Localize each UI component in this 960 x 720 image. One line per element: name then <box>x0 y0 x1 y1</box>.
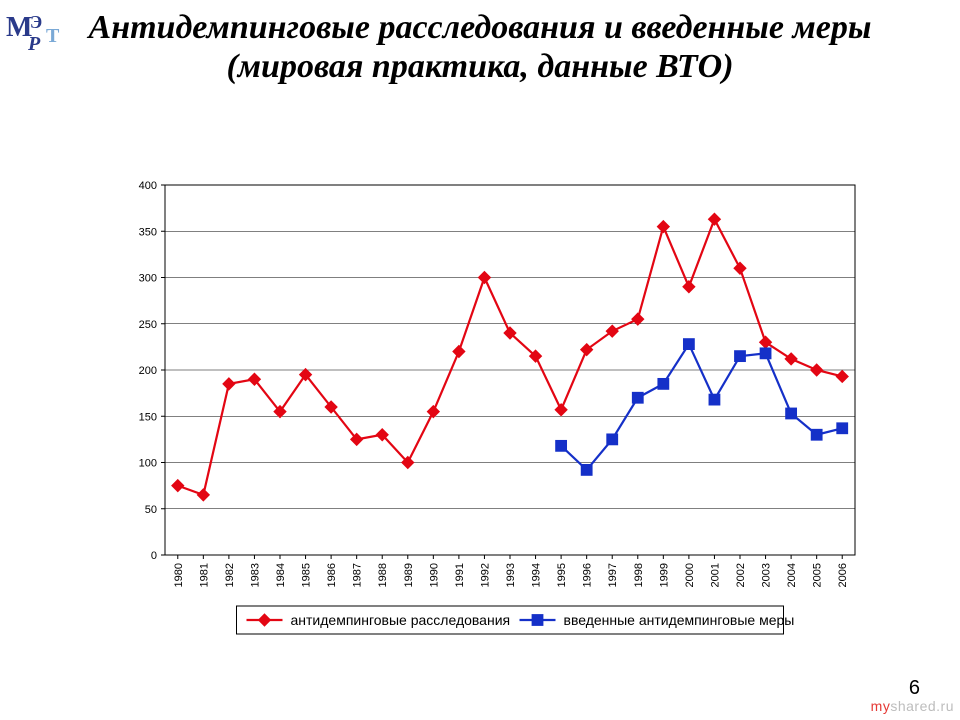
svg-text:2006: 2006 <box>837 563 849 587</box>
svg-text:1987: 1987 <box>352 563 364 587</box>
svg-text:100: 100 <box>139 458 157 470</box>
svg-text:300: 300 <box>139 273 157 285</box>
svg-text:350: 350 <box>139 226 157 238</box>
svg-text:150: 150 <box>139 411 157 423</box>
svg-text:2005: 2005 <box>812 563 824 587</box>
line-chart: 0 50 100 150 200 250 300 350 400 1980 1981 1982 1983… <box>110 175 870 655</box>
svg-text:1994: 1994 <box>531 563 543 587</box>
svg-text:1993: 1993 <box>505 563 517 587</box>
svg-text:50: 50 <box>145 504 157 516</box>
svg-text:1981: 1981 <box>198 563 210 587</box>
svg-text:1989: 1989 <box>403 563 415 587</box>
svg-text:введенные антидемпинговые меры: введенные антидемпинговые меры <box>564 612 795 628</box>
svg-text:200: 200 <box>139 365 157 377</box>
svg-text:антидемпинговые расследования: антидемпинговые расследования <box>291 612 511 628</box>
svg-text:1998: 1998 <box>633 563 645 587</box>
svg-text:Р: Р <box>27 33 41 55</box>
svg-text:1992: 1992 <box>479 563 491 587</box>
watermark: myshared.ru <box>871 698 954 714</box>
svg-text:1988: 1988 <box>377 563 389 587</box>
svg-text:2001: 2001 <box>709 563 721 587</box>
svg-text:1995: 1995 <box>556 563 568 587</box>
svg-text:Э: Э <box>30 12 42 32</box>
slide-title: Антидемпинговые расследования и введенны… <box>80 8 880 86</box>
svg-text:2002: 2002 <box>735 563 747 587</box>
svg-text:1999: 1999 <box>658 563 670 587</box>
svg-text:2003: 2003 <box>761 563 773 587</box>
logo: М Э Р Т <box>6 6 66 56</box>
svg-text:1984: 1984 <box>275 563 287 587</box>
svg-text:1991: 1991 <box>454 563 466 587</box>
svg-text:1980: 1980 <box>173 563 185 587</box>
svg-text:2004: 2004 <box>786 563 798 587</box>
svg-text:2000: 2000 <box>684 563 696 587</box>
svg-text:1983: 1983 <box>249 563 261 587</box>
svg-text:250: 250 <box>139 319 157 331</box>
svg-text:1997: 1997 <box>607 563 619 587</box>
svg-text:1986: 1986 <box>326 563 338 587</box>
svg-text:1990: 1990 <box>428 563 440 587</box>
slide: М Э Р Т Антидемпинговые расследования и … <box>0 0 960 720</box>
svg-text:0: 0 <box>151 550 157 562</box>
svg-text:1996: 1996 <box>582 563 594 587</box>
svg-text:1982: 1982 <box>224 563 236 587</box>
page-number: 6 <box>909 677 920 700</box>
svg-text:1985: 1985 <box>301 563 313 587</box>
svg-text:Т: Т <box>46 25 60 47</box>
svg-text:400: 400 <box>139 180 157 192</box>
